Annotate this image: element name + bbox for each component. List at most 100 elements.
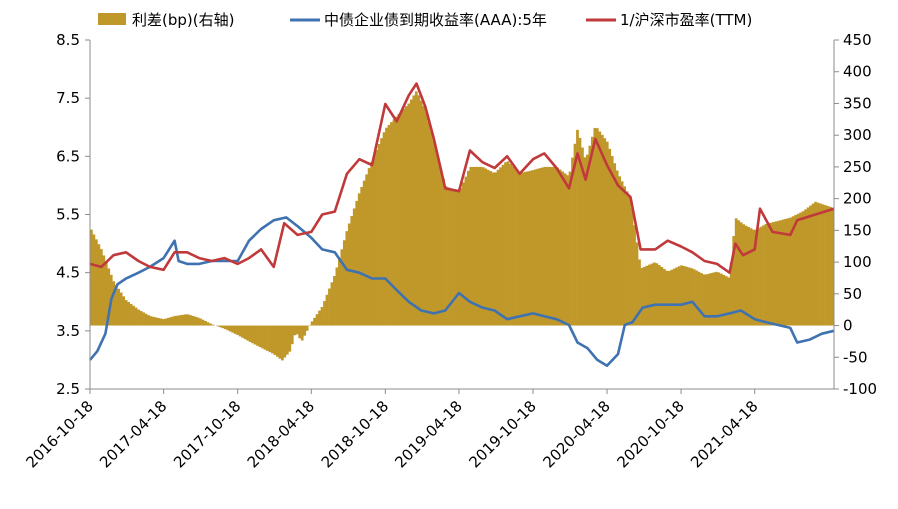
spread-bar xyxy=(531,170,535,326)
spread-bar xyxy=(519,173,522,326)
spread-bar xyxy=(819,203,822,326)
spread-bar xyxy=(772,222,775,326)
spread-bar xyxy=(705,274,708,326)
spread-bar xyxy=(372,155,376,326)
spread-bar xyxy=(724,276,728,326)
spread-bar xyxy=(576,129,579,326)
spread-bar xyxy=(144,313,148,326)
spread-bar xyxy=(506,161,510,326)
spread-bar xyxy=(439,169,443,326)
spread-bar xyxy=(139,310,143,326)
spread-bar xyxy=(657,265,661,326)
right-tick-label: -50 xyxy=(843,348,868,366)
spread-bar xyxy=(533,169,537,326)
spread-bar xyxy=(330,282,334,326)
right-tick-label: -100 xyxy=(843,380,877,398)
spread-bar xyxy=(779,220,783,326)
spread-bar xyxy=(186,314,190,326)
spread-bar xyxy=(767,223,770,326)
spread-bar xyxy=(328,288,331,326)
spread-bar xyxy=(154,317,158,326)
spread-bar xyxy=(749,228,753,326)
spread-bar xyxy=(280,325,284,361)
spread-bar xyxy=(630,208,634,326)
spread-bar xyxy=(117,288,121,326)
spread-bar xyxy=(561,171,564,326)
spread-bar xyxy=(147,315,150,326)
spread-bar xyxy=(462,182,465,326)
right-tick-label: 150 xyxy=(843,221,872,239)
spread-bar xyxy=(104,261,108,326)
spread-bar xyxy=(553,166,557,326)
spread-bar xyxy=(588,145,592,326)
spread-bar xyxy=(243,325,247,340)
spread-bar xyxy=(390,122,393,326)
spread-bar xyxy=(300,325,304,341)
spread-bar xyxy=(385,127,388,326)
x-tick-label: 2016-10-18 xyxy=(22,397,96,471)
right-tick-label: 400 xyxy=(843,63,872,81)
line-bond xyxy=(89,216,835,367)
spread-bar xyxy=(352,208,356,326)
spread-bar xyxy=(414,91,418,326)
spread-bar xyxy=(429,130,433,326)
legend-label-pe: 1/沪深市盈率(TTM) xyxy=(620,11,752,29)
spread-bar xyxy=(680,265,684,326)
spread-bar xyxy=(466,170,470,326)
right-tick-label: 300 xyxy=(843,126,872,144)
spread-bar xyxy=(129,303,133,326)
spread-bar xyxy=(791,216,795,326)
spread-bar xyxy=(799,212,803,326)
spread-bar xyxy=(628,196,631,326)
spread-bar xyxy=(600,134,604,326)
right-tick-label: 100 xyxy=(843,253,872,271)
spread-bar xyxy=(573,143,577,326)
spread-bar xyxy=(789,217,793,326)
spread-bar xyxy=(137,309,140,326)
spread-bar xyxy=(665,270,669,326)
spread-bar xyxy=(729,262,733,326)
spread-bar xyxy=(127,302,130,326)
left-tick-label: 6.5 xyxy=(56,147,80,165)
spread-bar xyxy=(710,273,713,326)
spread-bar xyxy=(786,218,790,326)
legend-label-bond: 中债企业债到期收益率(AAA):5年 xyxy=(324,11,547,29)
spread-bar xyxy=(142,312,145,326)
spread-bar xyxy=(494,172,498,326)
spread-bar xyxy=(687,267,691,326)
spread-bar xyxy=(233,325,237,334)
spread-bar xyxy=(662,268,666,326)
spread-bar xyxy=(340,249,344,326)
spread-bar xyxy=(742,224,746,326)
spread-bar xyxy=(541,167,545,326)
spread-bar xyxy=(223,325,227,330)
spread-bar xyxy=(209,323,212,326)
spread-bar xyxy=(796,213,800,326)
spread-bar xyxy=(514,168,517,326)
spread-bar xyxy=(831,207,835,326)
left-tick-label: 7.5 xyxy=(56,89,80,107)
spread-bar xyxy=(404,106,408,326)
spread-bar xyxy=(92,234,96,326)
spread-bar xyxy=(499,167,502,326)
spread-bar xyxy=(732,236,736,326)
x-tick-label: 2019-10-18 xyxy=(465,397,539,471)
spread-bar xyxy=(333,276,336,326)
spread-bar xyxy=(424,112,428,326)
spread-bar xyxy=(816,202,820,326)
spread-bar xyxy=(253,325,257,345)
spread-bar xyxy=(437,159,440,326)
right-tick-label: 0 xyxy=(843,317,853,335)
spread-bar xyxy=(335,267,339,326)
spread-bar xyxy=(625,191,629,326)
spread-bar xyxy=(759,226,763,326)
spread-bar xyxy=(620,181,624,326)
spread-bar xyxy=(360,186,364,326)
spread-bar xyxy=(196,317,200,326)
spread-bar xyxy=(171,316,175,326)
spread-bar xyxy=(278,325,282,359)
spread-bar xyxy=(524,171,527,326)
spread-bar xyxy=(568,171,572,326)
spread-bar xyxy=(752,229,755,326)
spread-bar xyxy=(762,225,765,326)
